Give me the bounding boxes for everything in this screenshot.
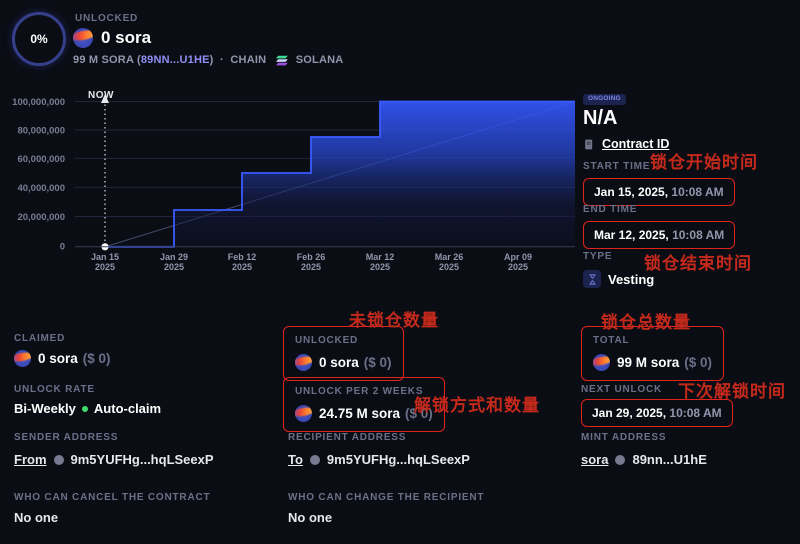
svg-text:Mar 12: Mar 12 [366, 252, 395, 262]
svg-text:Feb 12: Feb 12 [228, 252, 257, 262]
svg-text:60,000,000: 60,000,000 [17, 154, 65, 165]
svg-text:2025: 2025 [301, 262, 321, 272]
svg-text:2025: 2025 [370, 262, 390, 272]
svg-text:2025: 2025 [508, 262, 528, 272]
svg-text:2025: 2025 [439, 262, 459, 272]
svg-text:2025: 2025 [164, 262, 184, 272]
svg-text:80,000,000: 80,000,000 [17, 126, 65, 137]
svg-text:Jan 29: Jan 29 [160, 252, 188, 262]
svg-text:20,000,000: 20,000,000 [17, 212, 65, 223]
svg-text:Feb 26: Feb 26 [297, 252, 326, 262]
svg-text:40,000,000: 40,000,000 [17, 183, 65, 194]
svg-text:2025: 2025 [232, 262, 252, 272]
svg-text:100,000,000: 100,000,000 [12, 97, 65, 108]
svg-text:Jan 15: Jan 15 [91, 252, 119, 262]
svg-text:0: 0 [60, 242, 65, 253]
svg-text:2025: 2025 [95, 262, 115, 272]
svg-text:Apr 09: Apr 09 [504, 252, 532, 262]
svg-text:Mar 26: Mar 26 [435, 252, 464, 262]
